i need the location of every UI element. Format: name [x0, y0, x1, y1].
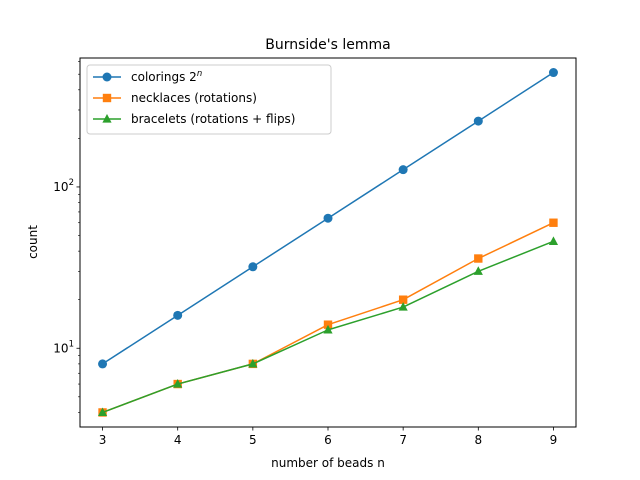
- y-axis-label: count: [26, 225, 40, 259]
- y-axis-ticks: 101 102: [53, 61, 80, 413]
- series-0: [98, 68, 558, 369]
- legend-marker: [102, 72, 112, 82]
- series-2: [97, 236, 559, 417]
- data-point: [97, 407, 108, 417]
- legend-marker: [102, 114, 112, 123]
- data-point: [474, 254, 483, 263]
- data-point: [98, 359, 108, 369]
- x-axis-label: number of beads n: [271, 456, 385, 470]
- data-point: [173, 310, 183, 320]
- legend-items: colorings 2n necklaces (rotations) bracele…: [93, 69, 296, 126]
- x-tick-label: 7: [399, 433, 407, 447]
- legend-label: necklaces (rotations): [131, 91, 257, 105]
- x-tick-label: 4: [174, 433, 182, 447]
- x-tick-label: 3: [99, 433, 107, 447]
- data-point: [549, 218, 558, 227]
- data-point: [398, 165, 408, 175]
- legend: colorings 2n necklaces (rotations) bracele…: [86, 64, 332, 135]
- plot-frame: [79, 57, 577, 428]
- data-point: [548, 68, 558, 78]
- legend-box: [86, 64, 332, 135]
- y-tick-label: 102: [53, 178, 74, 194]
- x-tick-label: 6: [324, 433, 332, 447]
- legend-marker: [102, 93, 112, 103]
- data-point: [173, 379, 183, 388]
- data-point: [398, 302, 408, 311]
- data-point: [248, 262, 258, 272]
- x-axis-ticks: 3 4 5 6 7 8 9: [99, 427, 558, 447]
- data-point: [248, 358, 258, 368]
- legend-label: colorings 2n: [131, 69, 202, 84]
- x-tick-label: 9: [550, 433, 558, 447]
- data-point: [473, 116, 483, 126]
- data-point: [473, 266, 483, 275]
- data-point: [323, 213, 333, 223]
- x-tick-label: 5: [249, 433, 257, 447]
- data-point: [323, 324, 333, 334]
- data-point: [548, 236, 559, 245]
- series-layer: [97, 68, 559, 417]
- data-point: [398, 295, 408, 304]
- legend-label: bracelets (rotations + flips): [131, 112, 296, 126]
- data-point: [323, 320, 333, 329]
- x-tick-label: 8: [474, 433, 482, 447]
- chart-title: Burnside's lemma: [265, 37, 391, 53]
- y-tick-label: 101: [53, 339, 74, 355]
